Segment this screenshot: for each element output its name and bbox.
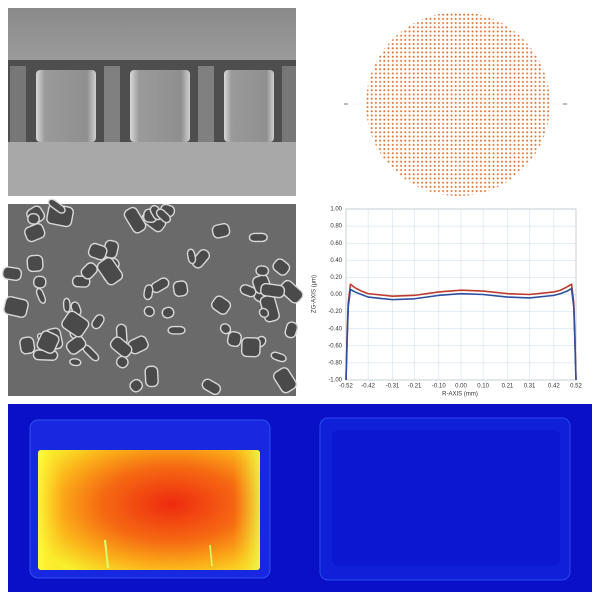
grain	[172, 280, 189, 297]
y-tick-label: 0.00	[330, 292, 342, 298]
grain	[144, 365, 159, 388]
grain	[87, 242, 108, 261]
grain	[186, 248, 197, 265]
grain	[155, 208, 172, 224]
grain	[210, 295, 232, 315]
grain	[272, 367, 298, 394]
y-tick-label: 0.80	[330, 224, 342, 230]
profile-line	[345, 287, 577, 381]
grain	[161, 306, 175, 319]
y-axis-label: ZG-AXIS (μm)	[312, 275, 318, 313]
grain	[3, 296, 29, 318]
grain	[143, 305, 155, 317]
grain	[255, 265, 270, 277]
y-tick-label: 1.00	[330, 207, 342, 213]
x-tick-label: 0.42	[548, 384, 560, 390]
heat-map	[8, 404, 592, 592]
grain	[211, 222, 231, 239]
grain	[226, 331, 242, 348]
grain	[115, 355, 129, 369]
grain	[219, 323, 232, 335]
grain	[248, 232, 268, 243]
grain	[123, 206, 147, 234]
grain	[109, 336, 133, 358]
grain	[270, 351, 287, 363]
x-tick-label: 0.00	[455, 384, 467, 390]
grain	[23, 223, 46, 243]
grain	[191, 249, 211, 269]
y-tick-label: -1.00	[328, 378, 342, 384]
x-axis-label: R-AXIS (mm)	[442, 392, 478, 398]
grain	[260, 282, 286, 299]
profile-chart: R-AXIS (mm) ZG-AXIS (μm) 1.00 0.80 0.60 0.4…	[304, 204, 592, 398]
grain	[239, 284, 257, 298]
grain	[47, 198, 66, 214]
grain	[201, 378, 222, 396]
grain	[284, 321, 299, 339]
grain	[272, 258, 291, 276]
grain	[80, 262, 98, 280]
grain	[69, 358, 82, 367]
grain	[65, 335, 87, 355]
grain	[129, 378, 144, 393]
grain	[62, 297, 71, 313]
x-tick-label: -0.52	[339, 384, 353, 390]
grain	[167, 325, 186, 335]
y-tick-label: -0.60	[328, 343, 342, 349]
grain	[240, 336, 261, 358]
x-tick-label: 0.31	[524, 384, 536, 390]
sem-pillars	[8, 8, 296, 196]
x-tick-label: -0.31	[386, 384, 400, 390]
profile-line	[345, 283, 577, 381]
x-tick-label: -0.10	[432, 384, 446, 390]
grain	[61, 310, 90, 338]
x-tick-label: -0.21	[408, 384, 422, 390]
grain	[143, 284, 154, 301]
grain	[19, 336, 36, 355]
grain	[26, 254, 44, 273]
x-tick-label: -0.42	[361, 384, 375, 390]
grain	[1, 266, 23, 282]
grain	[279, 279, 304, 304]
grain	[35, 287, 47, 304]
y-tick-label: 0.20	[330, 275, 342, 281]
grain	[258, 307, 270, 319]
sem-grains	[1, 198, 304, 396]
y-tick-label: 0.40	[330, 258, 342, 264]
dot-pattern	[304, 8, 592, 196]
y-tick-label: 0.60	[330, 241, 342, 247]
grain	[27, 212, 40, 225]
grain	[91, 314, 105, 330]
grain	[36, 330, 60, 354]
y-tick-label: -0.20	[328, 309, 342, 315]
x-tick-label: 0.52	[570, 384, 582, 390]
y-tick-label: -0.40	[328, 326, 342, 332]
grain	[96, 256, 124, 286]
y-tick-label: -0.80	[328, 360, 342, 366]
x-tick-label: 0.10	[477, 384, 489, 390]
x-tick-label: 0.21	[502, 384, 514, 390]
grain	[33, 275, 47, 289]
